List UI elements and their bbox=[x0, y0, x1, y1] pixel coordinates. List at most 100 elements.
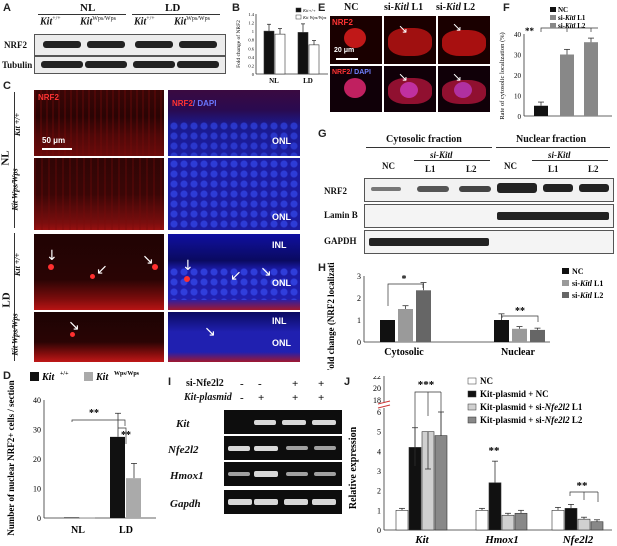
c-col2-title: NRF2/ DAPI bbox=[172, 99, 217, 108]
arrow-icon: ↓ bbox=[182, 258, 194, 274]
blot-a-group-line-ld bbox=[132, 14, 220, 15]
chart-j-bar bbox=[475, 510, 489, 531]
c-genotype-4: Kit Wps/Wps bbox=[10, 313, 20, 356]
e-scale-label: 20 μm bbox=[334, 47, 355, 54]
chart-h-sig-bracket-2 bbox=[501, 315, 539, 322]
layer-onl: ONL bbox=[272, 136, 291, 146]
chart-j-legend-label: Kit-plasmid + si-Nfe2l2 L1 bbox=[480, 402, 583, 412]
blot-a-tubulin bbox=[34, 56, 226, 74]
chart-d-ylabel: Number of nuclear NRF2+ cells / section bbox=[6, 380, 16, 535]
g-si-label-nuc: si-Kitl bbox=[548, 150, 571, 160]
chart-b-ytick: 0.6 bbox=[248, 46, 254, 51]
g-lane-3: L2 bbox=[466, 164, 477, 174]
chart-j-bar bbox=[551, 510, 565, 531]
micro-c-nl-wt-nrf2: NRF2 50 μm bbox=[34, 90, 164, 156]
chart-h-sig-1: * bbox=[402, 274, 407, 285]
chart-j-axis-break bbox=[378, 402, 390, 408]
legend-part: Kitl bbox=[564, 14, 576, 22]
chart-d-legend-label-1: Kit bbox=[41, 372, 55, 383]
legend-part: Kitl bbox=[579, 279, 593, 288]
chart-h-xtick: Nuclear bbox=[501, 347, 535, 358]
chart-j-legend-swatch bbox=[467, 390, 477, 398]
panel-label-c: C bbox=[3, 80, 11, 92]
i-row-nfe2l2: Nfe2l2 bbox=[168, 444, 199, 456]
chart-j-bar bbox=[488, 482, 502, 531]
g-lane-1: NC bbox=[382, 161, 395, 171]
chart-j-sig-bracket-3 bbox=[569, 491, 599, 502]
chart-j-legend-swatch bbox=[467, 416, 477, 424]
chart-h-ytick: 0 bbox=[357, 338, 361, 347]
chart-d-sig-bracket-2 bbox=[118, 427, 127, 444]
i-plasmid-sign-3: + bbox=[292, 392, 299, 404]
chart-d-ytick: 30 bbox=[33, 426, 41, 435]
micro-c-ld-wt-merge: INL ONL ↓ ↙ ↘ bbox=[168, 234, 300, 310]
chart-j-bar bbox=[590, 521, 604, 531]
micro-e-nc-merge: NRF2/ DAPI bbox=[330, 66, 382, 112]
arrow-icon: ↘ bbox=[260, 264, 272, 280]
chart-f: 40 30 20 10 0 Rate of cytosolic localization … bbox=[499, 6, 612, 121]
chart-h-ytick: 3 bbox=[357, 272, 361, 281]
micro-e-l1-merge: ↘ bbox=[384, 66, 436, 112]
i-si-label: si-Nfe2l2 bbox=[186, 378, 224, 389]
chart-h-bar bbox=[398, 309, 413, 342]
chart-b-bar bbox=[263, 30, 275, 75]
legend-part: Kit-plasmid + si- bbox=[480, 402, 545, 412]
g-cyto-header: Cytosolic fraction bbox=[386, 134, 462, 145]
i-si-sign-4: + bbox=[318, 378, 325, 390]
chart-d-xtick: NL bbox=[71, 525, 85, 536]
chart-f-bar bbox=[534, 105, 548, 116]
legend-part: Nfe2l2 bbox=[544, 402, 570, 412]
micro-c-ld-wt-nrf2: ↓ ↙ ↘ bbox=[34, 234, 164, 310]
g-row-gapdh: GAPDH bbox=[324, 236, 357, 246]
chart-d-ytick: 40 bbox=[33, 396, 41, 405]
blot-a-group-line-nl bbox=[38, 14, 126, 15]
arrow-icon: ↘ bbox=[398, 70, 409, 84]
g-header-line-nuc bbox=[496, 147, 610, 148]
layer-onl: ONL bbox=[272, 278, 291, 288]
chart-h-legend-swatch bbox=[562, 292, 569, 298]
g-lane-6: L2 bbox=[588, 164, 599, 174]
chart-b-bar bbox=[274, 33, 286, 75]
e-row2-label: NRF2/ DAPI bbox=[332, 69, 371, 76]
layer-onl: ONL bbox=[272, 212, 291, 222]
chart-j-bar bbox=[434, 435, 448, 531]
chart-j-ytick: 3 bbox=[377, 467, 381, 476]
legend-part: L2 bbox=[592, 291, 603, 300]
chart-j-axis-break-mark bbox=[377, 400, 391, 405]
panel-label-i: I bbox=[168, 376, 172, 388]
g-si-line-nuc bbox=[532, 160, 608, 161]
chart-j-sig-3: ** bbox=[577, 480, 589, 492]
i-si-sign-2: - bbox=[258, 378, 262, 390]
chart-j-legend-swatch bbox=[467, 377, 477, 385]
legend-part: Kit-plasmid + si- bbox=[480, 415, 545, 425]
legend-part: si- bbox=[558, 22, 566, 30]
panel-label-e: E bbox=[318, 2, 326, 14]
chart-d-legend-label-2: Kit bbox=[95, 372, 109, 383]
micro-c-nl-wps-nrf2 bbox=[34, 158, 164, 230]
arrow-icon: ↙ bbox=[96, 262, 108, 278]
chart-f-ylabel: Rate of cytosolic localization (%) bbox=[499, 32, 506, 119]
chart-b-bar bbox=[297, 32, 309, 75]
chart-d-ytick: 10 bbox=[33, 485, 41, 494]
arrow-icon: ↘ bbox=[204, 324, 216, 340]
micro-c-nl-wps-merge: ONL bbox=[168, 158, 300, 230]
panel-label-h: H bbox=[318, 262, 326, 274]
chart-j-xtick: Nfe2l2 bbox=[562, 534, 594, 546]
chart-d-ytick: 0 bbox=[37, 514, 41, 523]
chart-h-bar bbox=[512, 328, 527, 342]
legend-part: si- bbox=[558, 14, 566, 22]
panel-label-j: J bbox=[344, 376, 351, 388]
blot-a-genotype-3: Kit+/+ bbox=[134, 16, 155, 28]
i-row-gapdh: Gapdh bbox=[170, 498, 201, 510]
arrow-icon: ↘ bbox=[398, 22, 409, 36]
chart-b-ytick: 0.8 bbox=[248, 38, 254, 43]
c-group-line-ld bbox=[14, 233, 15, 361]
chart-d-legend-swatch bbox=[30, 372, 39, 381]
g-row-laminb: Lamin B bbox=[324, 210, 358, 220]
chart-b-ytick: 1.2 bbox=[248, 21, 254, 26]
legend-part: L2 bbox=[576, 22, 586, 30]
chart-j-ytick: 6 bbox=[377, 408, 381, 417]
panel-label-f: F bbox=[503, 2, 510, 14]
c-group-nl: NL bbox=[0, 150, 12, 166]
g-header-line-cyto bbox=[366, 147, 492, 148]
